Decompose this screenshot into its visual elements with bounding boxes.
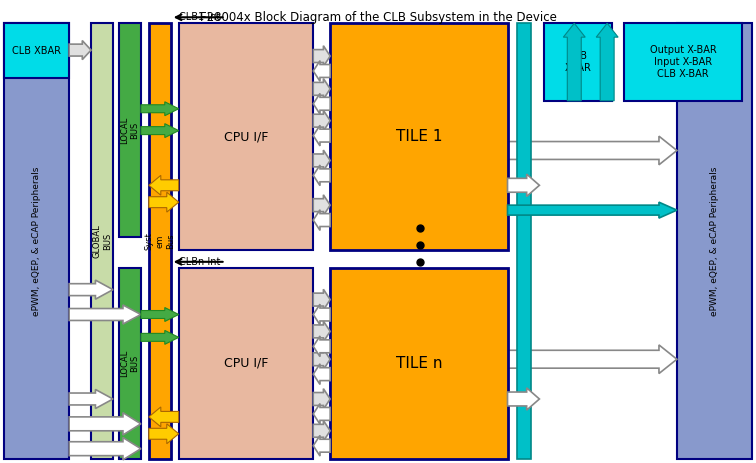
FancyArrow shape	[313, 388, 330, 409]
FancyArrow shape	[313, 125, 330, 146]
FancyArrow shape	[313, 79, 330, 99]
Text: CLBn Int: CLBn Int	[179, 257, 221, 267]
FancyArrow shape	[313, 364, 330, 384]
FancyArrow shape	[313, 210, 330, 231]
FancyArrow shape	[313, 404, 330, 424]
FancyArrow shape	[507, 174, 539, 196]
Text: Output X-BAR
Input X-BAR
CLB X-BAR: Output X-BAR Input X-BAR CLB X-BAR	[649, 45, 716, 79]
FancyArrow shape	[507, 202, 677, 218]
FancyArrow shape	[313, 304, 330, 325]
FancyArrow shape	[313, 336, 330, 357]
Text: TILE 1: TILE 1	[395, 129, 442, 144]
Bar	[544, 23, 612, 101]
Bar	[119, 268, 141, 459]
FancyArrow shape	[69, 413, 141, 435]
FancyArrow shape	[69, 438, 141, 460]
Text: ePWM, eQEP, & eCAP Peripherals: ePWM, eQEP, & eCAP Peripherals	[710, 166, 719, 316]
FancyArrow shape	[149, 175, 178, 195]
FancyArrow shape	[313, 165, 330, 186]
Bar	[677, 23, 751, 459]
FancyArrow shape	[141, 102, 178, 116]
FancyArrow shape	[313, 110, 330, 131]
FancyArrow shape	[69, 280, 113, 299]
FancyArrow shape	[313, 61, 330, 81]
FancyArrow shape	[507, 345, 677, 374]
FancyArrow shape	[141, 124, 178, 138]
FancyArrow shape	[596, 23, 618, 101]
Bar	[178, 23, 313, 250]
Bar	[5, 23, 69, 459]
Bar	[119, 23, 141, 237]
FancyArrow shape	[563, 23, 585, 101]
FancyArrow shape	[69, 389, 113, 408]
FancyArrow shape	[313, 349, 330, 369]
Text: CPU I/F: CPU I/F	[224, 130, 268, 143]
Bar	[330, 23, 507, 250]
Text: TILE n: TILE n	[395, 356, 442, 371]
Bar	[330, 268, 507, 459]
FancyArrow shape	[313, 94, 330, 114]
Text: CLB
XBAR: CLB XBAR	[565, 51, 592, 73]
FancyArrow shape	[313, 420, 330, 441]
Text: F28004x Block Diagram of the CLB Subsystem in the Device: F28004x Block Diagram of the CLB Subsyst…	[200, 11, 556, 25]
FancyArrow shape	[69, 41, 91, 60]
FancyArrow shape	[313, 289, 330, 310]
Bar	[624, 23, 742, 101]
FancyArrow shape	[141, 307, 178, 321]
FancyArrow shape	[149, 192, 178, 212]
Bar	[178, 268, 313, 459]
FancyArrow shape	[313, 435, 330, 456]
Text: CPU I/F: CPU I/F	[224, 357, 268, 369]
Text: Syst
em
Bus: Syst em Bus	[145, 232, 175, 250]
Bar	[149, 23, 171, 459]
Text: ePWM, eQEP, & eCAP Peripherals: ePWM, eQEP, & eCAP Peripherals	[33, 166, 42, 316]
Bar	[91, 23, 113, 459]
Text: LOCAL
BUS: LOCAL BUS	[120, 117, 140, 144]
Text: GLOBAL
BUS: GLOBAL BUS	[92, 224, 112, 258]
FancyArrow shape	[149, 407, 178, 427]
Text: LOCAL
BUS: LOCAL BUS	[120, 350, 140, 377]
Text: CLB1 Int: CLB1 Int	[179, 13, 221, 22]
Text: CLB XBAR: CLB XBAR	[12, 45, 61, 56]
FancyArrow shape	[313, 150, 330, 171]
FancyArrow shape	[313, 46, 330, 66]
FancyArrow shape	[507, 136, 677, 165]
FancyArrow shape	[313, 195, 330, 215]
Bar	[5, 23, 69, 78]
FancyArrow shape	[313, 321, 330, 342]
FancyArrow shape	[149, 424, 178, 444]
FancyArrow shape	[69, 305, 141, 324]
FancyArrow shape	[507, 388, 539, 410]
Bar	[518, 23, 531, 459]
FancyArrow shape	[141, 331, 178, 344]
